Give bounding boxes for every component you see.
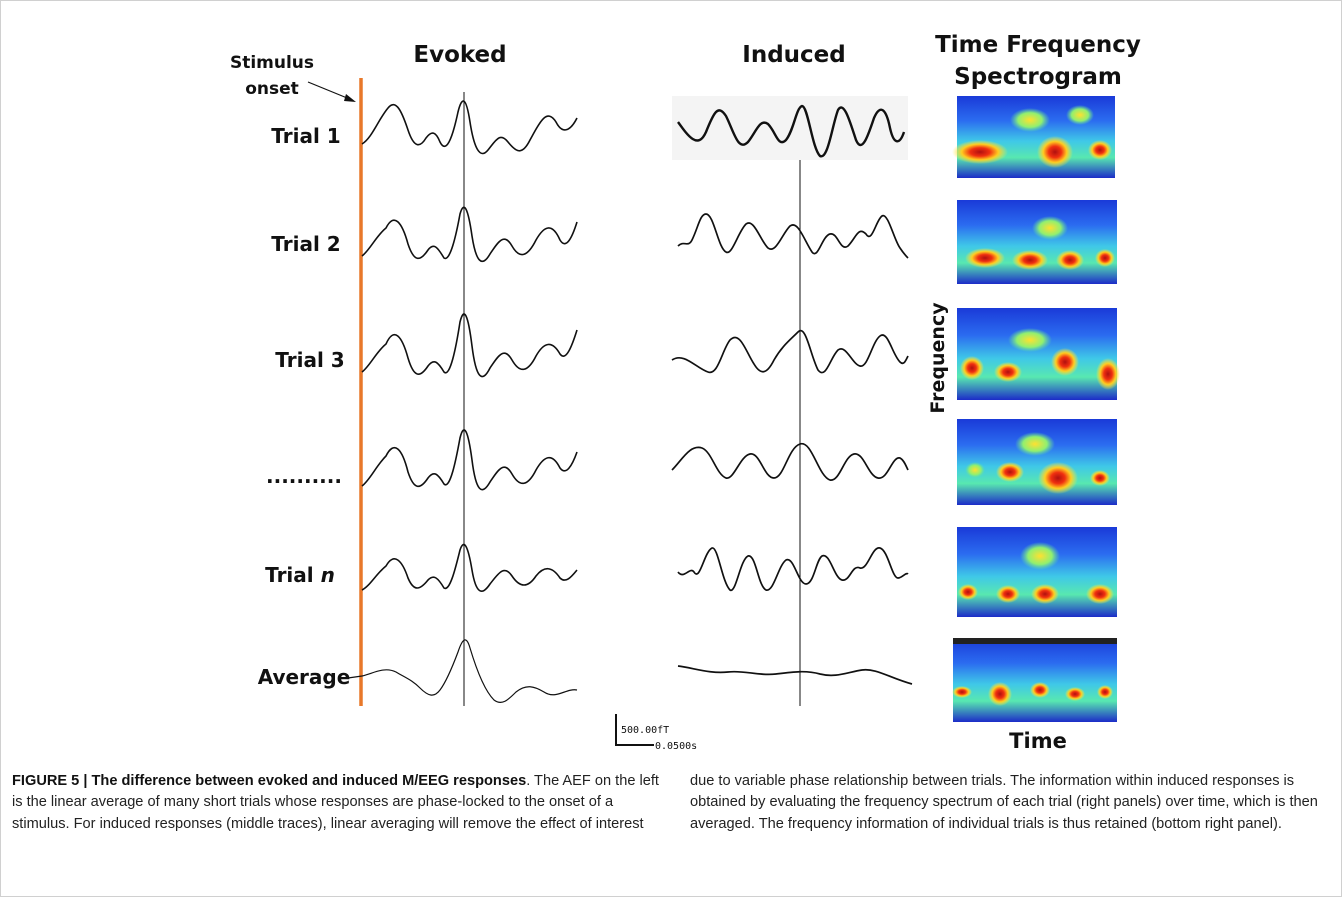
scale-time-label: 0.0500s xyxy=(655,741,697,752)
spectrogram-trial-2 xyxy=(957,200,1117,284)
row-label-trial-2: Trial 2 xyxy=(271,232,340,256)
stimulus-label-line2: onset xyxy=(245,79,299,99)
row-label-ellipsis: .......... xyxy=(266,464,342,488)
caption-left-text: . The AEF on the left is the linear aver… xyxy=(12,773,659,832)
evoked-trace-trial-1 xyxy=(361,100,578,155)
onset-arrow-head xyxy=(344,94,356,102)
stimulus-label-line1: Stimulus xyxy=(230,53,314,73)
caption-right-text: due to variable phase relationship betwe… xyxy=(690,773,1318,832)
tf-heading-line2: Spectrogram xyxy=(954,64,1122,90)
row-label-trial-1: Trial 1 xyxy=(271,124,340,148)
induced-heading: Induced xyxy=(742,42,845,68)
induced-trace-trial-4 xyxy=(671,443,909,481)
caption-right-column: due to variable phase relationship betwe… xyxy=(690,771,1330,835)
evoked-heading: Evoked xyxy=(413,42,506,68)
row-label-average: Average xyxy=(258,665,351,689)
evoked-trace-trial-3 xyxy=(361,313,578,378)
evoked-trace-trial-4 xyxy=(361,429,578,491)
induced-trial-1-background xyxy=(672,96,908,160)
caption-title: The difference between evoked and induce… xyxy=(91,773,527,789)
induced-trace-trial-3 xyxy=(671,329,909,374)
row-label-trial-n: Trial n xyxy=(265,563,335,587)
spectrogram-trial-1 xyxy=(952,96,1115,178)
induced-trace-trial-2 xyxy=(677,213,909,259)
spectrogram-trial-n xyxy=(957,527,1117,617)
spectrogram-trial-4 xyxy=(957,419,1117,505)
onset-arrow-line xyxy=(307,81,353,101)
scale-amplitude-label: 500.00fT xyxy=(621,725,669,736)
tf-heading-line1: Time Frequency xyxy=(935,32,1141,58)
row-label-trial-3: Trial 3 xyxy=(275,348,344,372)
evoked-trace-trial-2 xyxy=(361,206,578,263)
induced-trace-trial-1 xyxy=(677,104,906,158)
caption-figure-number: FIGURE 5 | xyxy=(12,773,92,789)
induced-trace-trial-n xyxy=(677,547,909,591)
spectrogram-average xyxy=(952,638,1117,722)
spectrogram-trial-3 xyxy=(957,308,1120,400)
caption-left-column: FIGURE 5 | The difference between evoked… xyxy=(12,771,662,835)
evoked-trace-trial-n xyxy=(361,543,578,592)
induced-trace-average xyxy=(677,665,913,685)
figure-graphic: Evoked Induced Time Frequency Spectrogra… xyxy=(230,32,1141,753)
evoked-trace-average xyxy=(347,639,578,704)
time-axis-label: Time xyxy=(1009,729,1067,753)
frequency-axis-label: Frequency xyxy=(927,302,949,414)
